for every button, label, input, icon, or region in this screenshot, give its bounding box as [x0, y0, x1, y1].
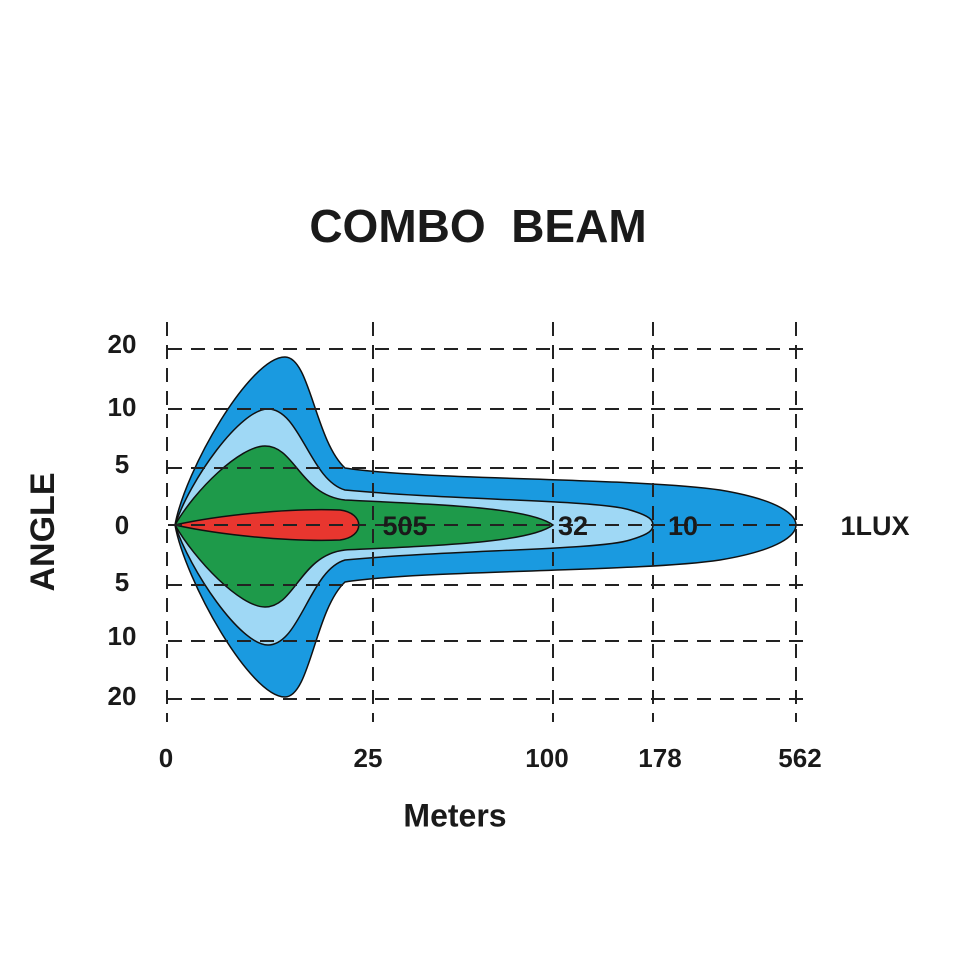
zone-labels: 505 32 10 1LUX: [382, 511, 909, 541]
zone-label: 505: [382, 511, 427, 541]
y-axis-label: ANGLE: [24, 473, 62, 592]
grid: [166, 322, 810, 722]
x-tick-label: 178: [638, 743, 681, 773]
y-tick-label: 0: [115, 510, 129, 540]
y-tick-label: 10: [108, 621, 137, 651]
x-tick-label: 0: [159, 743, 173, 773]
y-tick-label: 5: [115, 449, 129, 479]
y-tick-label: 20: [108, 329, 137, 359]
y-tick-label: 5: [115, 567, 129, 597]
title: COMBO BEAM: [309, 200, 646, 252]
zone-label: 1LUX: [840, 511, 909, 541]
zone-label: 10: [668, 511, 698, 541]
zone-32: [174, 445, 555, 608]
zone-label: 32: [558, 511, 588, 541]
x-tick-label: 25: [354, 743, 383, 773]
x-axis-label: Meters: [403, 797, 506, 833]
x-tick-label: 100: [525, 743, 568, 773]
x-ticks: 0 25 100 178 562: [159, 743, 822, 773]
y-ticks: 20 10 5 0 5 10 20: [108, 329, 137, 711]
x-tick-label: 562: [778, 743, 821, 773]
y-tick-label: 10: [108, 392, 137, 422]
y-tick-label: 20: [108, 681, 137, 711]
